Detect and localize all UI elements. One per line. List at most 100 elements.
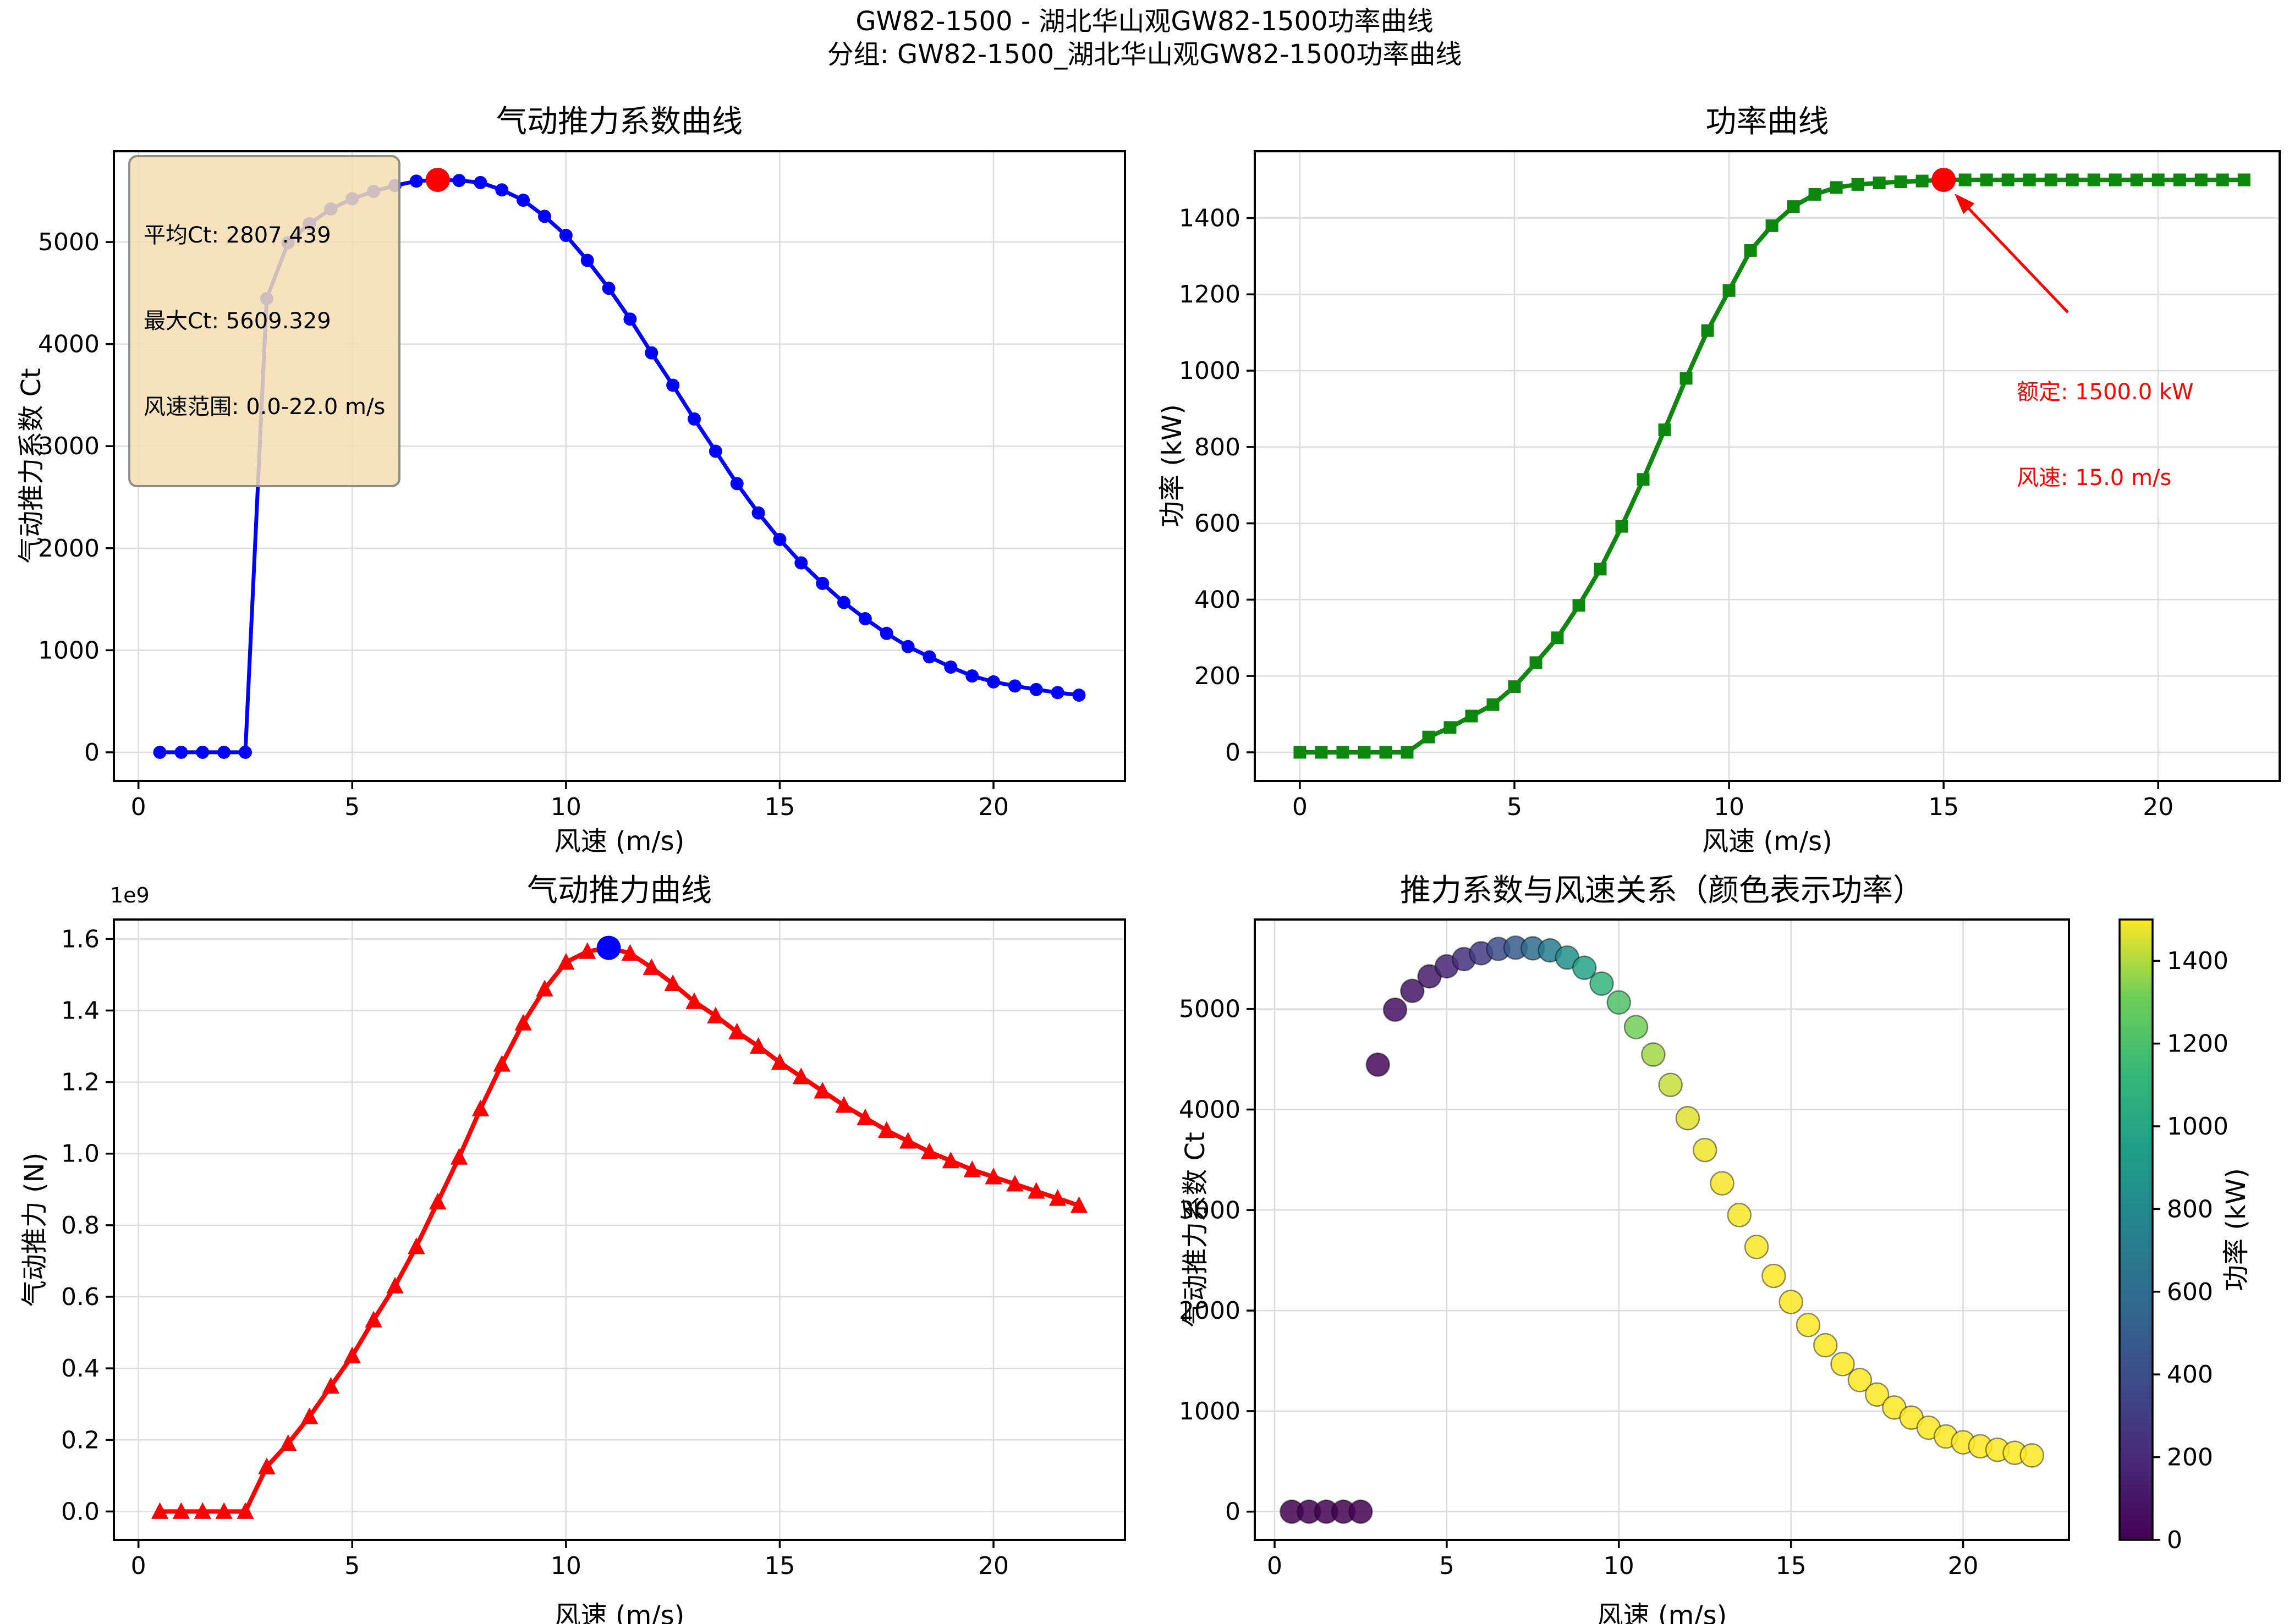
scatter-point xyxy=(1710,1171,1734,1196)
y-tick-label: 1.2 xyxy=(61,1069,100,1097)
thrust-curve-line xyxy=(157,945,1082,1514)
thrust-curve-title: 气动推力曲线 xyxy=(527,873,712,909)
rated-wind-line: 风速: 15.0 m/s xyxy=(2017,465,2172,491)
y-tick-label: 4000 xyxy=(38,331,100,359)
scatter-point xyxy=(1727,1203,1752,1227)
x-tick-label: 0 xyxy=(1267,1552,1282,1580)
y-tick-label: 2000 xyxy=(1179,1297,1240,1325)
y-tick-label: 0 xyxy=(84,739,100,767)
ct-wind-scatter-grid xyxy=(1255,920,2069,1540)
x-tick-label: 15 xyxy=(1776,1552,1807,1580)
y-tick-label: 800 xyxy=(1194,433,1240,461)
y-tick-label: 1.4 xyxy=(61,997,100,1025)
colorbar-label: 功率 (kW) xyxy=(2221,1168,2252,1291)
scatter-point xyxy=(1744,1235,1769,1259)
y-tick-label: 1.0 xyxy=(61,1140,100,1168)
y-tick-label: 200 xyxy=(1194,662,1240,690)
power-curve-y-ticks: 0 200 400 600 800 1000 1200 1400 xyxy=(1179,204,1255,767)
max-ct-stat: 最大Ct: 5609.329 xyxy=(144,309,331,334)
x-tick-label: 10 xyxy=(1604,1552,1634,1580)
x-tick-label: 0 xyxy=(131,793,146,821)
y-tick-label: 1400 xyxy=(1179,204,1240,232)
colorbar-tick-label: 600 xyxy=(2167,1278,2213,1306)
y-tick-label: 1000 xyxy=(38,636,100,664)
scatter-point xyxy=(1796,1313,1821,1337)
thrust-curve-ylabel: 气动推力 (N) xyxy=(19,1152,50,1307)
ct-curve-title: 气动推力系数曲线 xyxy=(496,104,743,140)
scatter-point xyxy=(1400,978,1425,1004)
ct-curve-xlabel: 风速 (m/s) xyxy=(554,826,685,857)
ct-wind-scatter-xlabel: 风速 (m/s) xyxy=(1596,1600,1727,1624)
scatter-point xyxy=(1365,1052,1390,1077)
rated-power-line: 额定: 1500.0 kW xyxy=(2017,379,2194,405)
max-thrust-point xyxy=(596,935,621,960)
y-tick-label: 600 xyxy=(1194,510,1240,538)
y-tick-label: 0.0 xyxy=(61,1498,100,1526)
y-tick-label: 5000 xyxy=(38,228,100,256)
y-tick-label: 0.2 xyxy=(61,1426,100,1454)
x-tick-label: 5 xyxy=(344,1552,360,1580)
wind-range-stat: 风速范围: 0.0-22.0 m/s xyxy=(144,394,386,420)
ct-stats-box: 平均Ct: 2807.439 最大Ct: 5609.329 风速范围: 0.0-… xyxy=(128,155,401,487)
scatter-point xyxy=(1864,1382,1890,1407)
x-tick-label: 20 xyxy=(2143,793,2173,821)
power-curve-spines xyxy=(1254,150,2281,782)
avg-ct-stat: 平均Ct: 2807.439 xyxy=(144,223,331,248)
ct-wind-scatter-x-ticks: 0 5 10 15 20 xyxy=(1267,1540,1979,1580)
scatter-point xyxy=(1348,1499,1373,1524)
ct-wind-scatter-y-ticks: 0 1000 2000 3000 4000 5000 xyxy=(1179,995,1255,1526)
scatter-point xyxy=(1382,997,1408,1022)
ct-wind-scatter-title: 推力系数与风速关系（颜色表示功率） xyxy=(1400,873,1924,909)
x-tick-label: 10 xyxy=(551,793,581,821)
scatter-point xyxy=(1692,1137,1717,1163)
ct-wind-scatter-chart: 0 5 10 15 2001000200030004000500002004006008… xyxy=(1179,918,2228,1580)
y-tick-label: 1200 xyxy=(1179,280,1240,309)
thrust-curve-chart: 0 5 10 15 20 0.0 0.2 0.4 0.6 0.8 1.0 1.2 1.4 1.6 xyxy=(61,918,1126,1580)
colorbar-tick-label: 800 xyxy=(2167,1195,2213,1223)
scatter-point xyxy=(1847,1368,1873,1392)
x-tick-label: 5 xyxy=(344,793,360,821)
scatter-point xyxy=(1882,1395,1907,1420)
scatter-point xyxy=(1623,1015,1649,1039)
ct-curve-spines xyxy=(113,150,1126,782)
y-tick-label: 0.8 xyxy=(61,1212,100,1240)
y-tick-label: 0 xyxy=(1225,739,1240,767)
thrust-curve-grid xyxy=(114,920,1125,1540)
scatter-point xyxy=(1658,1072,1683,1097)
x-tick-label: 20 xyxy=(978,1552,1009,1580)
scatter-point xyxy=(1555,945,1580,970)
x-tick-label: 10 xyxy=(1714,793,1744,821)
x-tick-label: 5 xyxy=(1439,1552,1454,1580)
ct-wind-scatter-points xyxy=(1280,935,2044,1524)
y-tick-label: 2000 xyxy=(38,535,100,563)
y-tick-label: 1000 xyxy=(1179,1397,1240,1425)
ct-wind-scatter-ylabel: 气动推力系数 Ct xyxy=(1180,1132,1211,1328)
figure-suptitle-line2: 分组: GW82-1500_湖北华山观GW82-1500功率曲线 xyxy=(827,39,1462,70)
thrust-curve-x-ticks: 0 5 10 15 20 xyxy=(131,1540,1009,1580)
colorbar-tick-label: 400 xyxy=(2167,1361,2213,1389)
y-tick-label: 3000 xyxy=(38,432,100,460)
x-tick-label: 10 xyxy=(551,1552,581,1580)
rated-annotation-arrow xyxy=(1955,194,2069,313)
x-tick-label: 15 xyxy=(764,1552,795,1580)
x-tick-label: 15 xyxy=(764,793,795,821)
ct-curve-y-ticks: 0 1000 2000 3000 4000 5000 xyxy=(38,228,114,767)
y-tick-label: 5000 xyxy=(1179,995,1240,1023)
rated-power-annotation: 额定: 1500.0 kW 风速: 15.0 m/s xyxy=(2017,321,2194,549)
y-tick-label: 3000 xyxy=(1179,1196,1240,1224)
colorbar-tick-label: 1400 xyxy=(2167,947,2228,975)
power-curve-ylabel: 功率 (kW) xyxy=(1157,404,1188,527)
colorbar-gradient xyxy=(2118,918,2154,1541)
max-ct-point xyxy=(425,168,450,192)
x-tick-label: 0 xyxy=(131,1552,146,1580)
x-tick-label: 15 xyxy=(1928,793,1959,821)
x-tick-label: 20 xyxy=(978,793,1009,821)
power-curve-xlabel: 风速 (m/s) xyxy=(1702,826,1832,857)
y-tick-label: 0.4 xyxy=(61,1355,100,1383)
scatter-point xyxy=(1761,1263,1786,1289)
scatter-point xyxy=(1606,990,1632,1015)
ct-curve-x-ticks: 0 5 10 15 20 xyxy=(131,781,1009,821)
thrust-axis-offset-text: 1e9 xyxy=(110,883,150,907)
